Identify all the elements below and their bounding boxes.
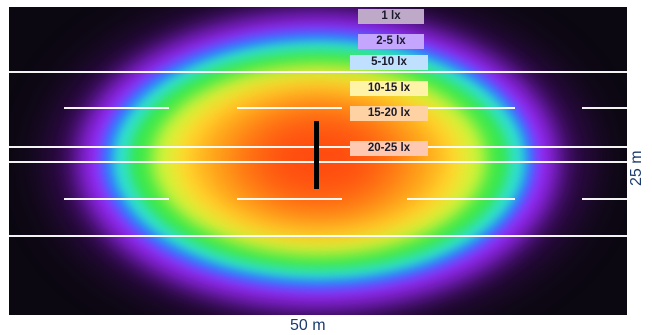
legend-item-5-10-lx: 5-10 lx: [350, 55, 428, 70]
lane-line-dash: [64, 198, 169, 200]
lane-line-dash: [582, 198, 627, 200]
lane-line-dash: [237, 107, 342, 109]
legend-item-15-20-lx: 15-20 lx: [350, 106, 428, 121]
light-pole-marker: [314, 121, 319, 189]
lane-line-bottom: [9, 235, 627, 237]
isoline-peak-zone: [257, 119, 381, 199]
height-dimension-label: 25 m: [628, 150, 645, 186]
lane-line-dash: [64, 107, 169, 109]
lane-line-dash: [582, 107, 627, 109]
lane-line-top: [9, 71, 627, 73]
legend-item-10-15-lx: 10-15 lx: [350, 81, 428, 96]
illuminance-map: [9, 7, 627, 315]
legend-item-20-25-lx: 20-25 lx: [350, 141, 428, 156]
lane-line-dash: [237, 198, 342, 200]
width-dimension-label: 50 m: [290, 317, 326, 334]
lane-line-dash: [407, 107, 515, 109]
legend-item-2-5-lx: 2-5 lx: [358, 34, 424, 49]
legend-item-1-lx: 1 lx: [358, 9, 424, 24]
lane-line-dash: [407, 198, 515, 200]
